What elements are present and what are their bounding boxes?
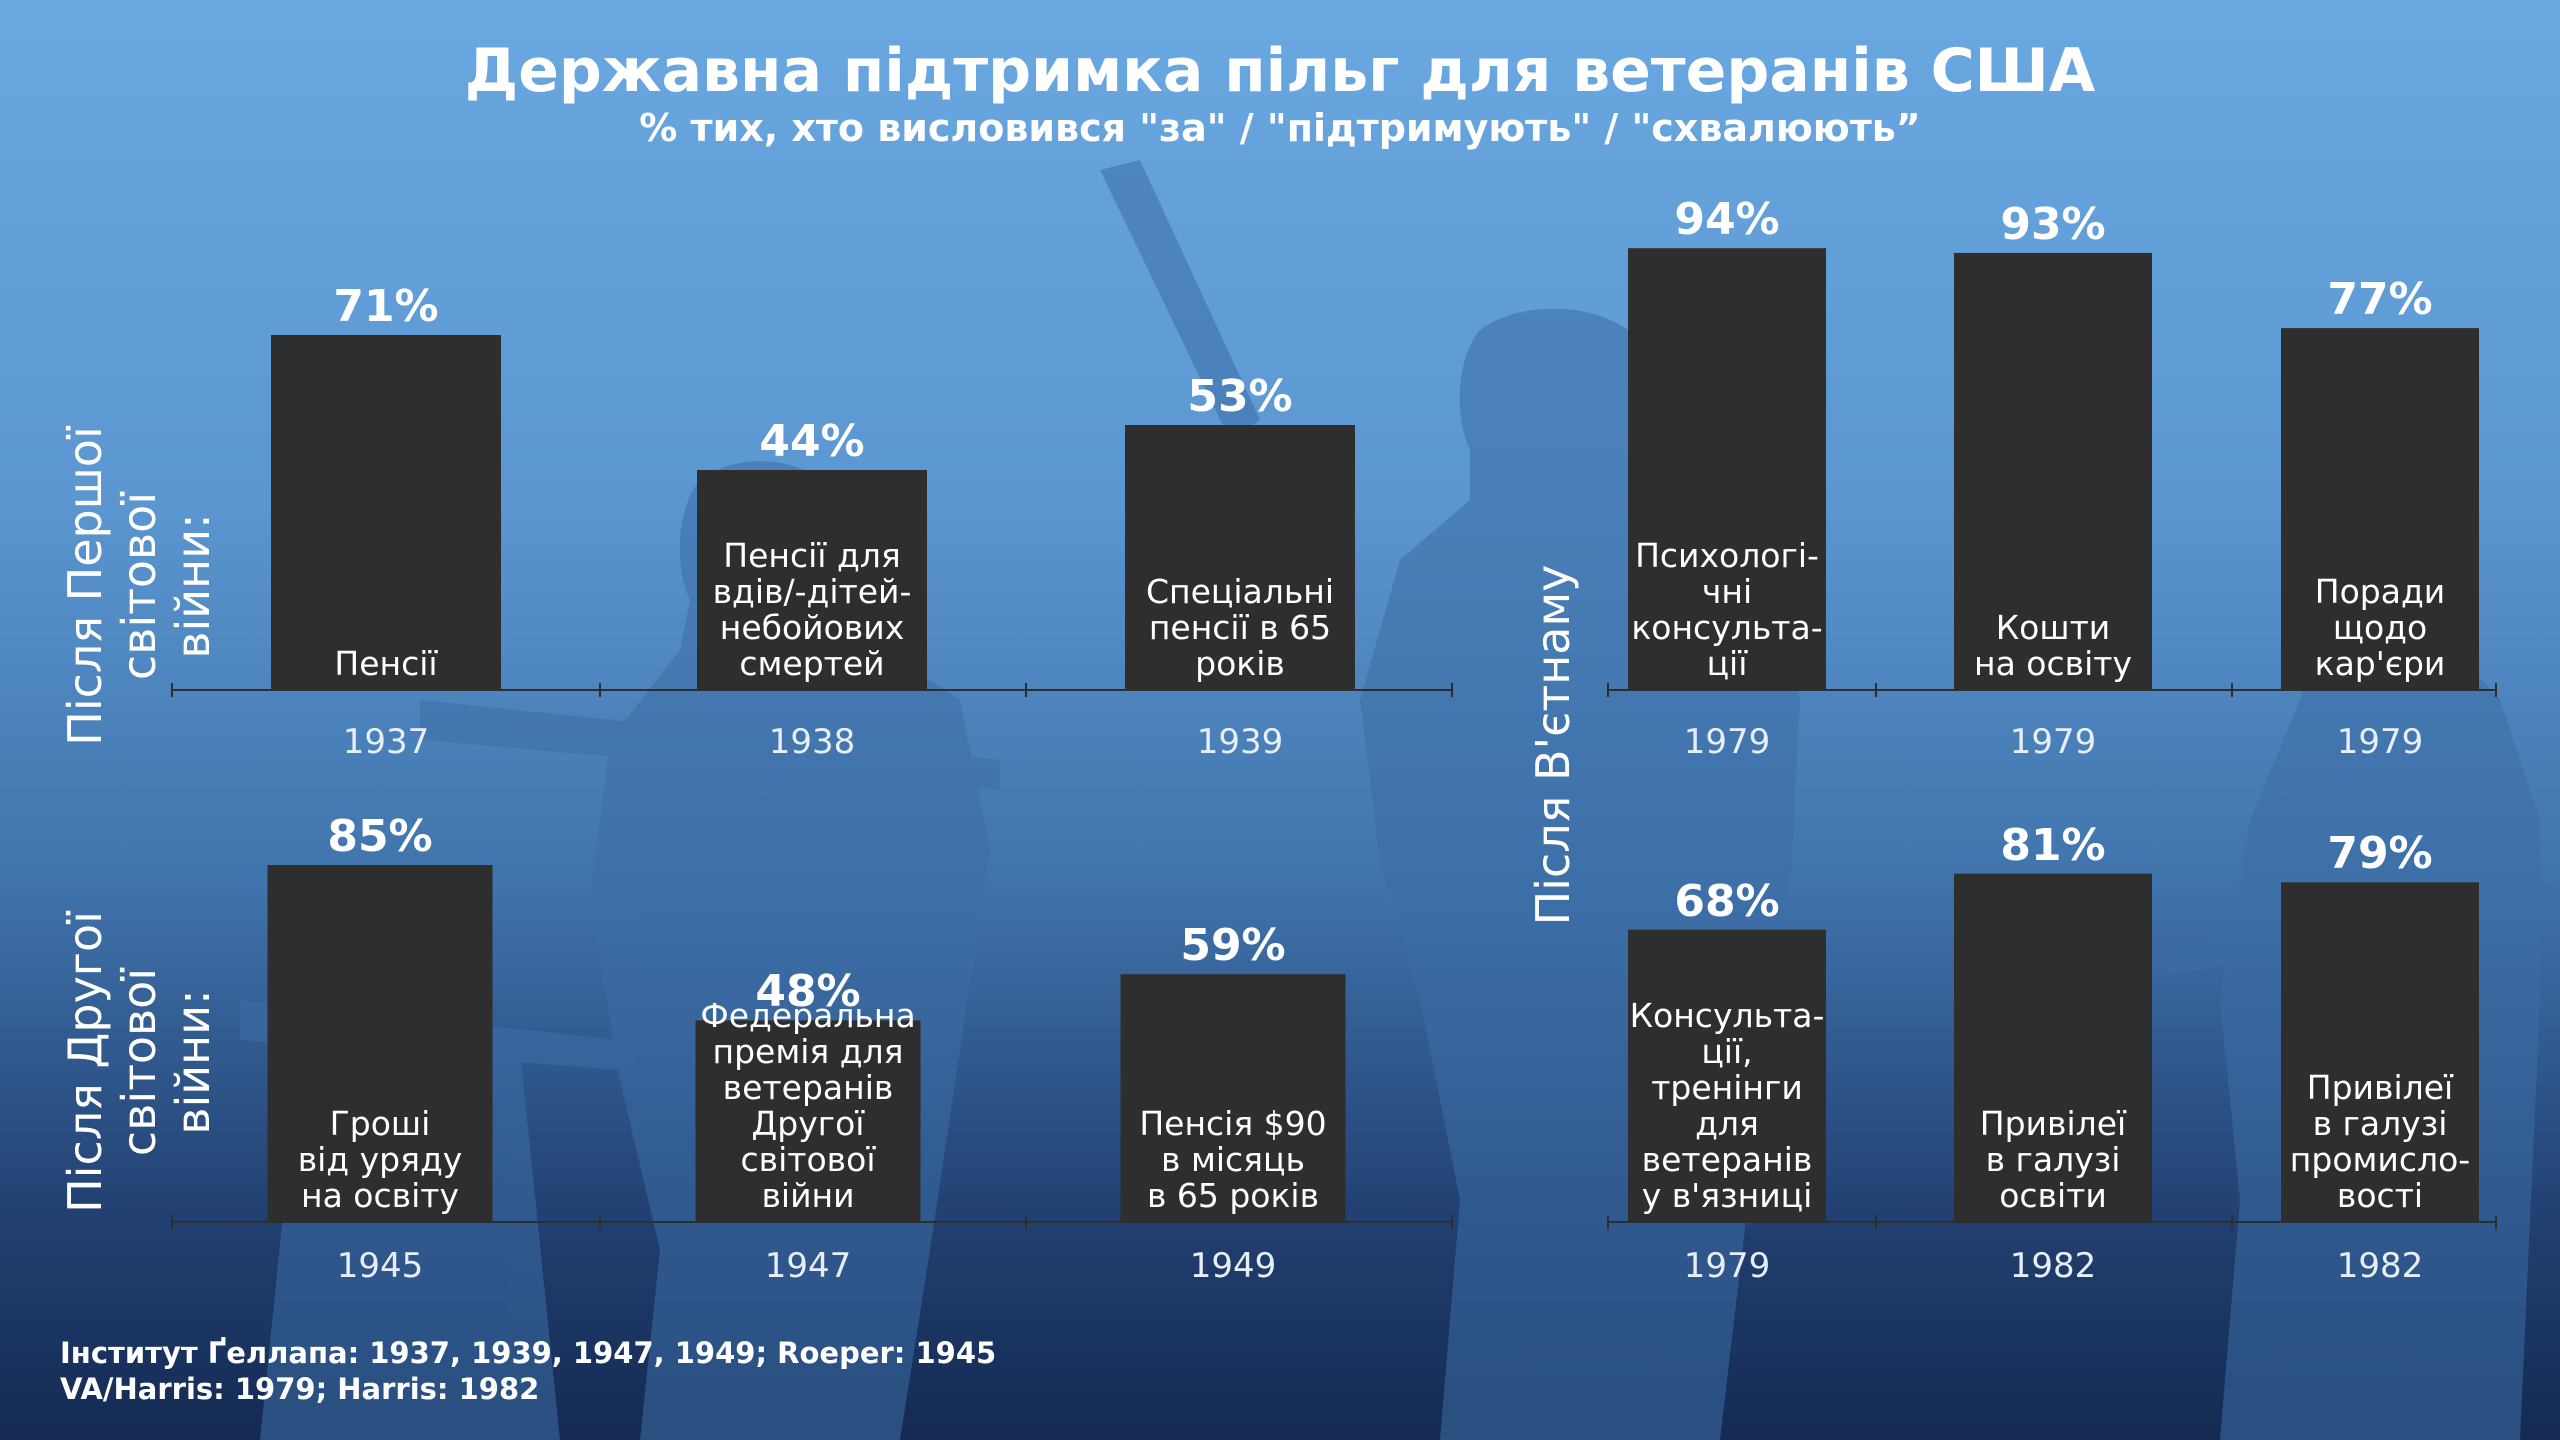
value-label: 79% [2327, 828, 2433, 880]
year-tick-label: 1937 [342, 722, 430, 762]
value-label: 81% [2000, 819, 2106, 871]
bar-category-label: Пенсія $90 в місяць в 65 років [1139, 1104, 1327, 1215]
bar [1954, 252, 2152, 690]
value-label: 48% [755, 966, 861, 1018]
bar-category-label: Спеціальні пенсії в 65 років [1145, 572, 1335, 683]
year-tick-label: 1979 [2009, 722, 2097, 762]
bar [1628, 929, 1826, 1222]
value-label: 85% [327, 811, 433, 862]
bar [1954, 873, 2152, 1222]
year-tick-label: 1979 [1683, 722, 1771, 762]
bar-category-label: Гроші від уряду на освіту [297, 1104, 463, 1215]
chart-subtitle: % тих, хто висловився "за" / "підтримуют… [639, 106, 1921, 150]
bar [2281, 328, 2479, 690]
bar-category-label: Привілеї в галузі промисло- вості [2289, 1068, 2471, 1215]
bar [1125, 425, 1355, 690]
bar [2281, 882, 2479, 1222]
bar-category-label: Поради щодо кар'єри [2314, 572, 2446, 683]
bar-category-label: Кошти на освіту [1974, 608, 2132, 683]
bar [271, 335, 501, 690]
year-tick-label: 1982 [2009, 1246, 2097, 1286]
bar-category-label: Привілеї в галузі освіти [1979, 1104, 2127, 1215]
value-label: 68% [1674, 875, 1780, 927]
bar-category-label: Пенсії для вдів/-дітей- небойових смерте… [712, 536, 912, 683]
value-label: 71% [333, 281, 439, 332]
value-label: 77% [2327, 274, 2433, 326]
year-tick-label: 1949 [1189, 1246, 1277, 1286]
value-label: 59% [1180, 920, 1286, 972]
year-tick-label: 1979 [2336, 722, 2424, 762]
year-tick-label: 1945 [336, 1246, 424, 1286]
value-label: 94% [1674, 194, 1780, 246]
bar-category-label: Пенсії [334, 644, 438, 683]
year-tick-label: 1938 [768, 722, 856, 762]
value-label: 93% [2000, 198, 2106, 250]
bar [1120, 974, 1346, 1222]
year-tick-label: 1979 [1683, 1246, 1771, 1286]
value-label: 44% [759, 416, 865, 467]
chart-title: Державна підтримка пільг для ветеранів С… [464, 36, 2096, 106]
bar [1628, 248, 1826, 690]
bar-category-label: Федеральна премія для ветеранів Другої с… [700, 996, 916, 1215]
bar [695, 1020, 921, 1222]
year-tick-label: 1982 [2336, 1246, 2424, 1286]
bar [267, 865, 493, 1222]
year-tick-label: 1947 [764, 1246, 852, 1286]
bar-category-label: Консульта- ції, тренінги для ветеранів у… [1629, 996, 1825, 1215]
bar [697, 470, 927, 690]
bar-category-label: Психологі- чні консульта- ції [1631, 536, 1823, 683]
source-note: Інститут Ґеллапа: 1937, 1939, 1947, 1949… [60, 1336, 997, 1406]
year-tick-label: 1939 [1196, 722, 1284, 762]
value-label: 53% [1187, 371, 1293, 422]
